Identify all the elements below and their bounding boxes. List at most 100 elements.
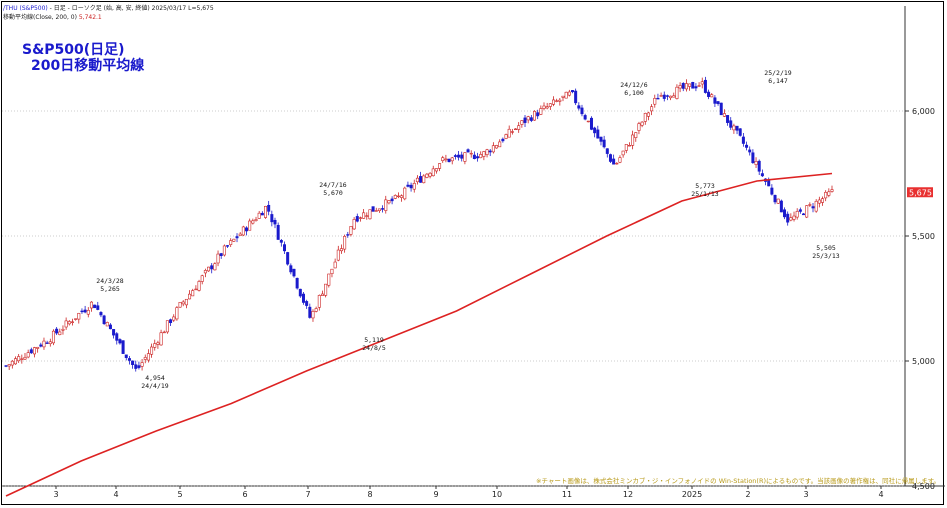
candle-up (181, 301, 185, 305)
candle-up (520, 120, 524, 125)
x-tick-label: 2025 (682, 490, 702, 499)
candle-up (504, 134, 508, 139)
candle-down (298, 288, 302, 297)
candle-down (99, 312, 103, 316)
candle-up (140, 362, 144, 367)
candle-down (381, 208, 385, 210)
candle-down (295, 277, 299, 289)
candle-up (624, 144, 628, 151)
candle-up (178, 302, 182, 308)
x-tick-label: 3 (53, 490, 58, 499)
candle-down (289, 265, 293, 273)
candle-down (457, 154, 461, 158)
candle-up (434, 168, 438, 172)
x-tick-label: 7 (305, 490, 310, 499)
candle-up (48, 341, 52, 345)
candle-down (599, 136, 603, 142)
candle-up (188, 293, 192, 300)
candle-up (485, 149, 489, 155)
candle-up (444, 158, 448, 161)
candle-up (377, 208, 381, 212)
candle-up (42, 340, 46, 348)
candle-up (362, 212, 366, 219)
candle-up (77, 313, 81, 320)
candle-up (675, 86, 679, 99)
x-tick-label: 2 (745, 490, 750, 499)
candle-down (127, 358, 131, 361)
candle-down (226, 245, 230, 247)
candle-down (580, 107, 584, 115)
candle-up (422, 175, 426, 184)
candle-down (802, 213, 806, 216)
candle-down (453, 155, 457, 157)
candle-up (722, 113, 726, 117)
candle-down (741, 136, 745, 144)
candle-up (343, 236, 347, 250)
candle-down (219, 253, 223, 256)
candle-down (460, 154, 464, 159)
x-tick-label: 8 (367, 490, 372, 499)
candle-down (612, 158, 616, 165)
chart-title: S&P500(日足) (22, 42, 125, 58)
candle-down (124, 354, 128, 358)
candle-up (491, 145, 495, 153)
annotation-line1: 24/7/16 (319, 181, 346, 189)
candle-up (618, 157, 622, 163)
candle-up (333, 261, 337, 269)
candle-up (669, 95, 673, 99)
candle-up (216, 253, 220, 264)
annotation-line1: 5,773 (695, 182, 715, 190)
candle-up (710, 94, 714, 98)
candle-down (596, 129, 600, 139)
candle-down (270, 214, 274, 223)
candle-down (593, 127, 597, 134)
candle-down (656, 97, 660, 100)
x-tick-label: 12 (623, 490, 633, 499)
candle-up (621, 150, 625, 156)
candle-down (292, 268, 296, 277)
annotation-line2: 5,265 (100, 285, 120, 293)
candle-up (526, 116, 530, 121)
candle-up (89, 301, 93, 309)
candle-down (102, 315, 106, 325)
annotation-line2: 25/3/13 (812, 252, 839, 260)
candle-up (251, 220, 255, 224)
candle-up (254, 219, 258, 221)
candle-up (495, 145, 499, 149)
candle-down (574, 90, 578, 104)
x-tick-label: 6 (242, 490, 247, 499)
candle-down (390, 198, 394, 202)
candle-down (371, 206, 375, 212)
candle-up (542, 105, 546, 109)
candle-up (200, 275, 204, 282)
candle-down (767, 179, 771, 187)
candle-down (501, 138, 505, 142)
ma-legend-label: 移動平均線(Close, 200, 0) (3, 14, 79, 21)
candle-down (488, 150, 492, 153)
candle-up (678, 85, 682, 89)
candle-up (232, 238, 236, 242)
candle-up (400, 195, 404, 198)
candle-up (264, 206, 268, 218)
candle-down (134, 364, 138, 369)
candle-up (172, 316, 176, 321)
candle-down (279, 240, 283, 243)
header-rest: - 日足 - ローソク足 (始, 高, 安, 終値) 2025/03/17 L=… (47, 5, 214, 12)
y-tick-label: 5,500 (912, 232, 935, 241)
annotation-line1: 4,954 (145, 374, 165, 382)
candle-down (608, 154, 612, 162)
candle-up (643, 113, 647, 122)
candle-up (659, 95, 663, 97)
x-tick-label: 4 (113, 490, 118, 499)
candle-down (707, 91, 711, 97)
candle-up (248, 220, 252, 231)
candle-up (153, 343, 157, 348)
candle-up (229, 240, 233, 245)
candle-down (583, 115, 587, 120)
candle-up (510, 131, 514, 133)
candle-up (241, 226, 245, 236)
x-tick-label: 3 (803, 490, 808, 499)
candle-up (650, 106, 654, 112)
candle-up (830, 189, 834, 192)
candle-up (150, 346, 154, 355)
